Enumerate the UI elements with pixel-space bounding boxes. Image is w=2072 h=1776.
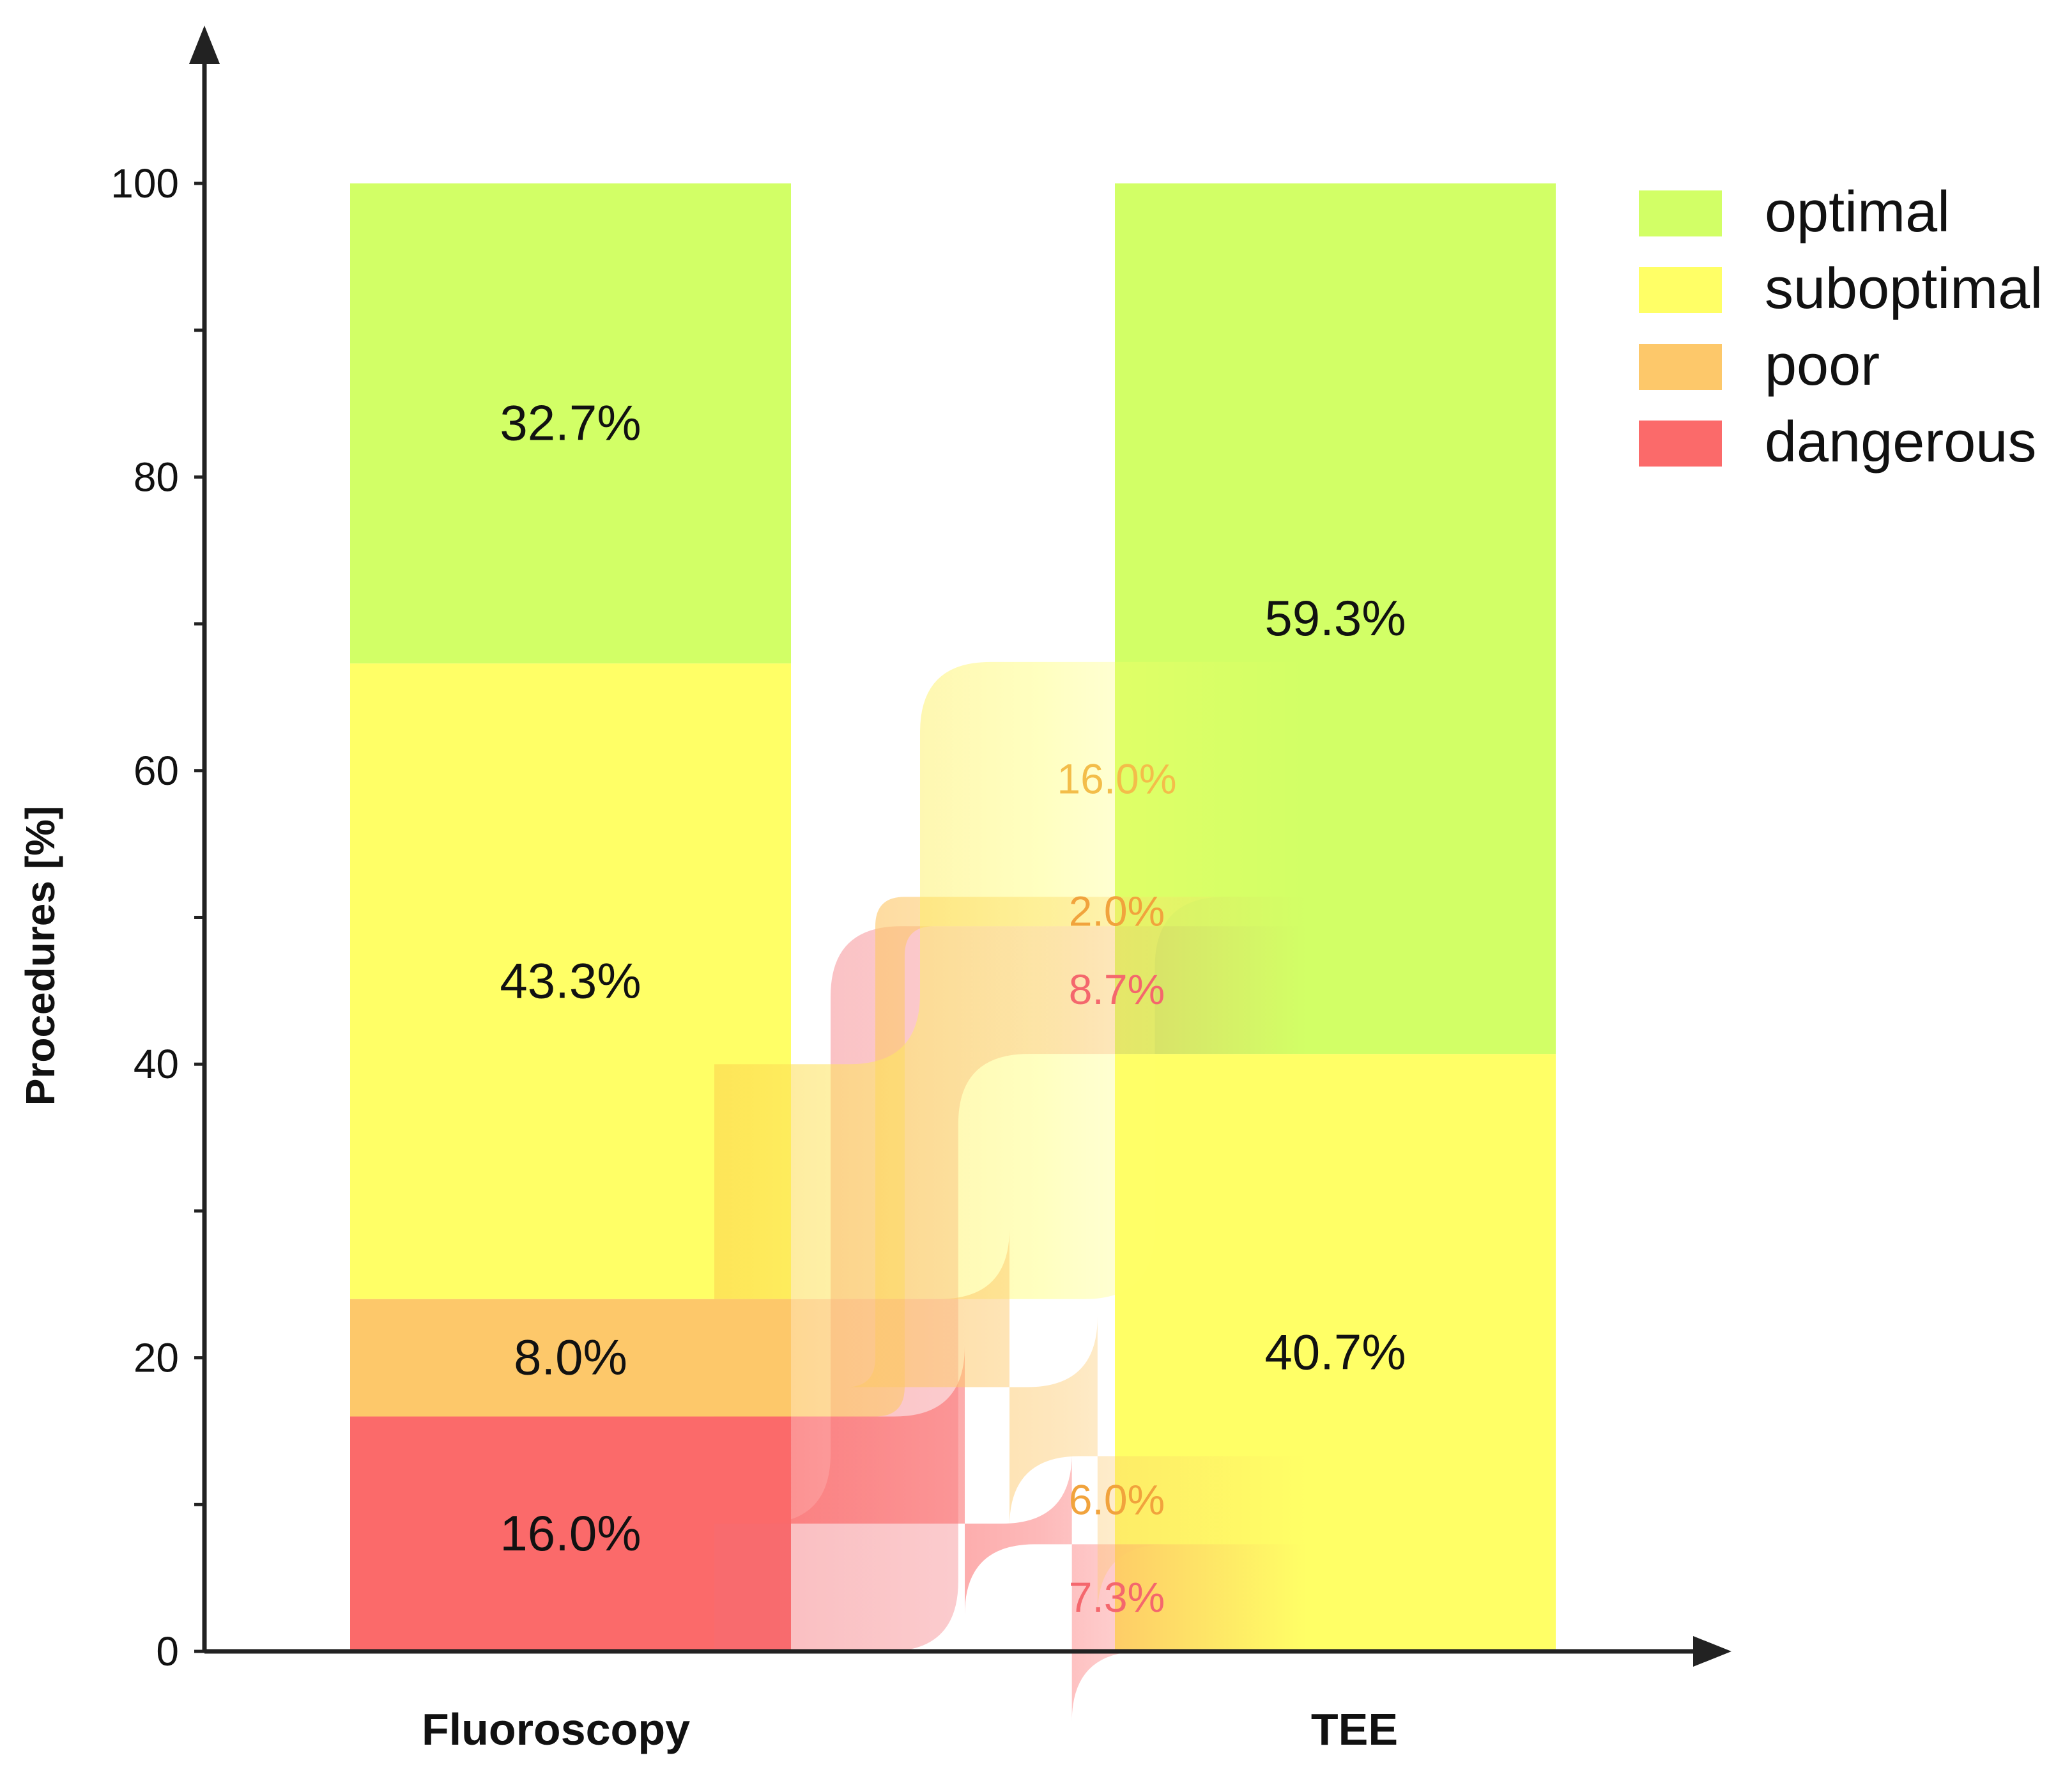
segment-label-tee-suboptimal: 40.7% — [1264, 1324, 1406, 1380]
flow-dangerous-to-suboptimal — [714, 1346, 1307, 1722]
x-axis-arrow — [1693, 1636, 1731, 1667]
y-tick-label: 20 — [134, 1335, 179, 1381]
x-category-label-fluoroscopy: Fluoroscopy — [422, 1704, 690, 1754]
flow-label-poor-to-optimal: 2.0% — [1069, 887, 1165, 934]
legend-label-dangerous: dangerous — [1765, 410, 2036, 474]
legend-label-poor: poor — [1765, 334, 1880, 398]
segment-label-fluoroscopy-poor: 8.0% — [514, 1329, 627, 1386]
flow-label-dangerous-to-optimal: 8.7% — [1069, 966, 1165, 1013]
segment-label-fluoroscopy-suboptimal: 43.3% — [500, 952, 641, 1008]
segment-label-fluoroscopy-dangerous: 16.0% — [500, 1505, 641, 1561]
segment-label-tee-optimal: 59.3% — [1264, 590, 1406, 646]
y-tick-label: 60 — [134, 748, 179, 794]
y-axis-arrow — [189, 26, 220, 64]
segment-label-fluoroscopy-optimal: 32.7% — [500, 395, 641, 451]
flow-poor-to-suboptimal — [714, 1228, 1307, 1615]
flow-label-poor-to-suboptimal: 6.0% — [1069, 1476, 1165, 1523]
legend-swatch-suboptimal — [1639, 267, 1722, 313]
axes: 0 20 40 60 80 100 Procedures [%] Fluoroscopy TEE — [17, 26, 1731, 1754]
legend-swatch-optimal — [1639, 190, 1722, 236]
flow-labels: 8.7% 2.0% 16.0% 7.3% 6.0% — [1057, 755, 1176, 1621]
bar-segment-fluoroscopy-optimal — [350, 183, 791, 664]
flow-suboptimal-to-optimal — [714, 661, 1307, 1299]
legend-swatch-dangerous — [1639, 421, 1722, 467]
flow-ribbons — [714, 661, 1307, 1722]
flow-label-suboptimal-to-optimal: 16.0% — [1057, 755, 1176, 803]
segment-labels: 16.0% 8.0% 43.3% 32.7% 40.7% 59.3% — [500, 395, 1406, 1562]
flow-label-dangerous-to-suboptimal: 7.3% — [1069, 1573, 1165, 1621]
y-axis-title: Procedures [%] — [17, 806, 63, 1106]
y-tick-label: 40 — [134, 1041, 179, 1087]
x-category-label-tee: TEE — [1311, 1704, 1398, 1754]
legend-label-optimal: optimal — [1765, 180, 1950, 244]
y-tick-label: 0 — [156, 1628, 179, 1674]
legend-label-suboptimal: suboptimal — [1765, 257, 2043, 321]
legend-swatch-poor — [1639, 344, 1722, 390]
y-tick-label: 100 — [111, 160, 179, 206]
y-tick-label: 80 — [134, 454, 179, 500]
legend: optimal suboptimal poor dangerous — [1639, 180, 2043, 474]
